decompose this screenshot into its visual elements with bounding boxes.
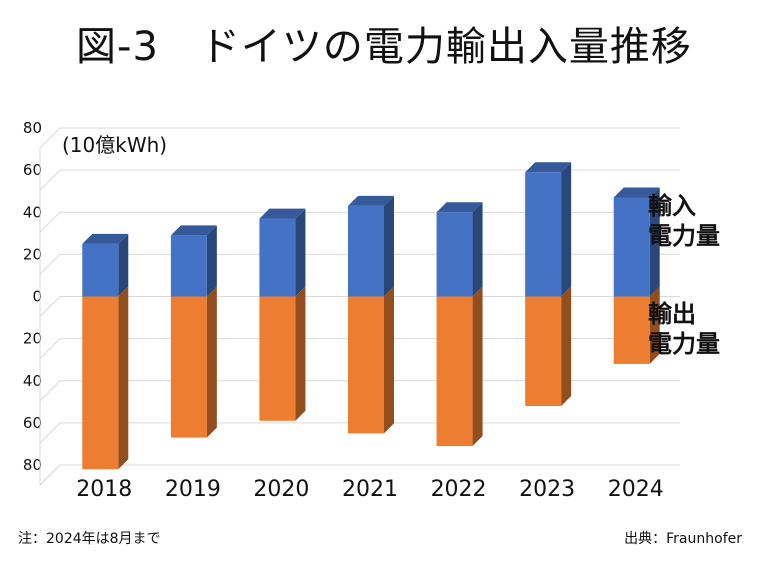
export-bar xyxy=(525,296,562,407)
export-bar-side xyxy=(118,286,129,470)
footnote: 注：2024年は8月まで xyxy=(18,531,161,547)
gridline-depth xyxy=(39,296,61,317)
import-bar-side xyxy=(472,202,483,297)
export-bar xyxy=(82,296,119,470)
export-bar-side xyxy=(384,286,394,434)
gridline-depth xyxy=(39,211,61,233)
export-bar-side xyxy=(561,286,572,407)
y-tick-label: 20 xyxy=(23,245,42,263)
gridline-depth xyxy=(39,254,61,275)
import-bar xyxy=(170,235,207,297)
y-tick-label: 60 xyxy=(23,414,42,432)
gridline-depth xyxy=(39,338,61,359)
import-bar xyxy=(525,172,562,297)
import-bar-top xyxy=(259,208,306,219)
import-bar xyxy=(436,212,473,297)
export-bar-side xyxy=(206,286,217,438)
y-tick-label: 40 xyxy=(23,372,42,390)
import-bar-side xyxy=(384,195,394,297)
x-tick-label: 2023 xyxy=(519,477,575,502)
import-bar xyxy=(348,205,384,297)
x-tick-label: 2024 xyxy=(608,477,664,502)
x-tick-label: 2022 xyxy=(431,477,487,502)
x-tick-label: 2018 xyxy=(76,477,132,502)
legend-import: 輸入電力量 xyxy=(648,192,720,250)
import-bar-top xyxy=(525,162,572,173)
y-tick-label: 80 xyxy=(23,119,42,137)
import-bar-top xyxy=(436,202,483,213)
gridline-depth xyxy=(39,422,61,444)
y-tick-label: 20 xyxy=(23,330,42,348)
import-bar-top xyxy=(82,233,129,244)
axis-floor xyxy=(39,464,61,486)
import-bar-top xyxy=(170,225,217,236)
export-bar-side xyxy=(472,286,483,447)
x-tick-label: 2021 xyxy=(342,477,398,502)
import-bar xyxy=(82,243,119,297)
y-tick-label: 60 xyxy=(23,161,42,179)
import-bar-side xyxy=(649,187,660,297)
chart-title: 図-3 ドイツの電力輸出入量推移 xyxy=(76,24,692,70)
export-bar xyxy=(613,296,650,364)
import-bar-side xyxy=(295,208,306,297)
import-bar-top xyxy=(348,195,394,206)
export-bar-side xyxy=(649,286,660,364)
source-note: 出典：Fraunhofer xyxy=(624,531,742,547)
legend-export: 輸出電力量 xyxy=(648,300,720,358)
export-bar xyxy=(348,296,384,434)
gridline-depth xyxy=(39,127,61,149)
gridline-depth xyxy=(39,169,61,191)
x-tick-label: 2020 xyxy=(253,477,309,502)
import-bar xyxy=(259,218,296,297)
import-bar-top xyxy=(613,187,660,198)
import-bar xyxy=(613,197,650,297)
unit-label: (10億kWh) xyxy=(62,133,167,157)
import-bar-side xyxy=(206,225,217,297)
export-bar-side xyxy=(295,286,306,421)
export-bar xyxy=(259,296,296,421)
y-tick-label: 0 xyxy=(32,288,42,306)
x-tick-label: 2019 xyxy=(165,477,221,502)
export-bar xyxy=(436,296,473,447)
y-tick-label: 80 xyxy=(23,456,42,474)
import-bar-side xyxy=(561,162,572,297)
import-bar-side xyxy=(118,233,129,297)
y-tick-label: 40 xyxy=(23,203,42,221)
gridline-depth xyxy=(39,380,61,402)
export-bar xyxy=(170,296,207,438)
